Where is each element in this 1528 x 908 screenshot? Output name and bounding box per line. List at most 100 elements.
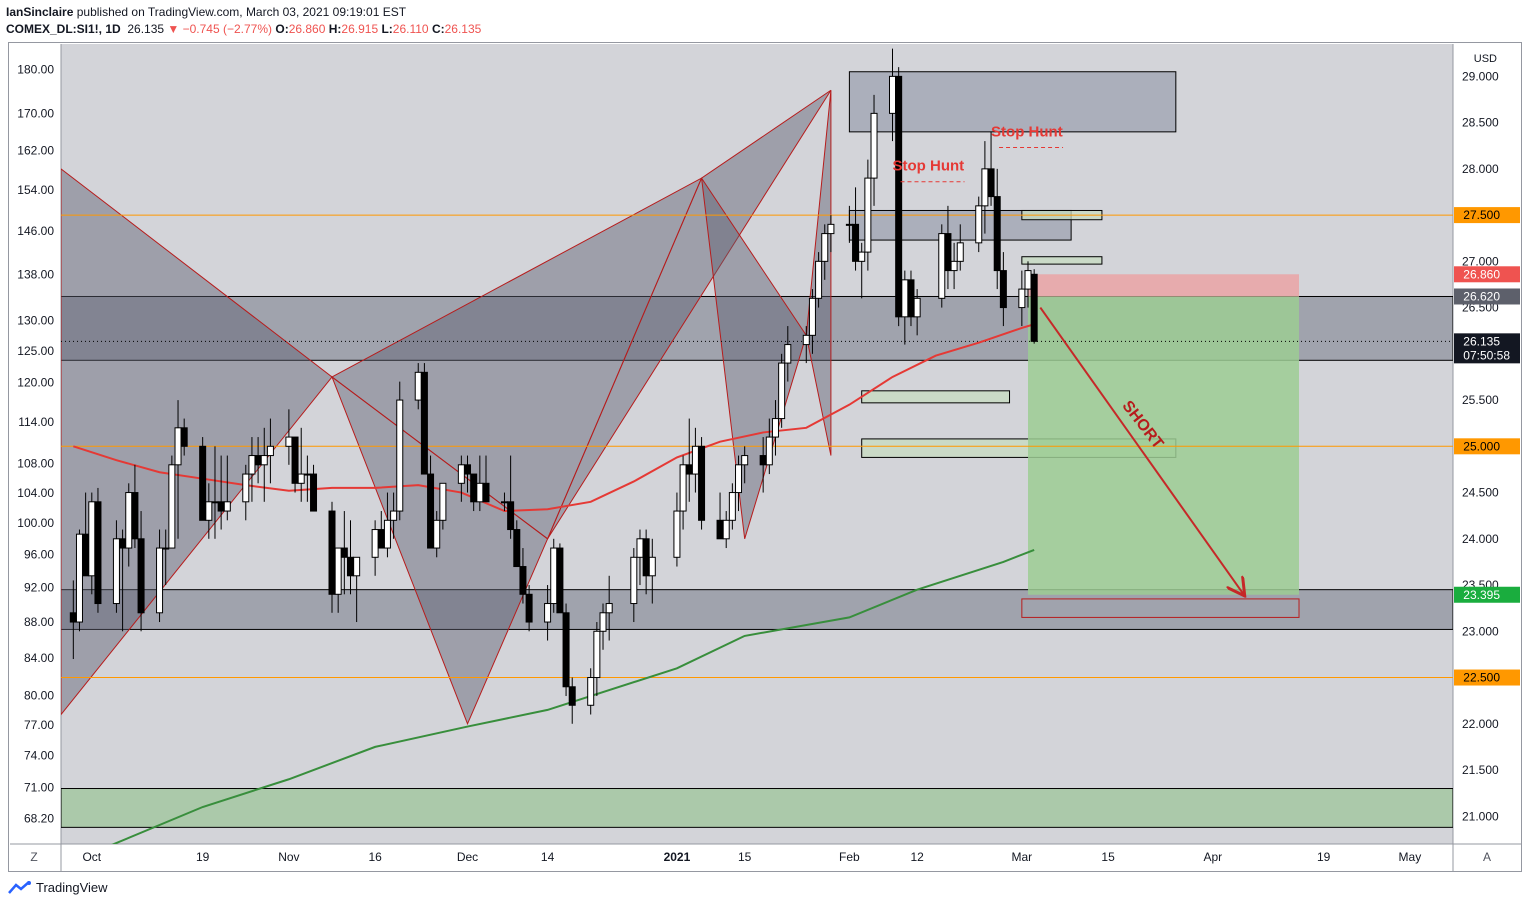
high-value: 26.915 [341,22,379,36]
time-tick-label: 15 [1101,850,1115,864]
candle-body [112,538,120,605]
left-tick-label: 84.00 [24,651,54,665]
left-tick-label: 180.00 [17,62,54,76]
candle-body [716,519,724,540]
candle-body [433,519,441,549]
left-tick-label: 104.00 [17,486,54,500]
time-axis: Oct 19 Nov 16 Dec 14 2021 15 Feb 12 Mar 15 Apr 19 May [82,850,1421,864]
footer: TradingView [8,880,108,895]
time-tick-label: 19 [1317,850,1331,864]
price-label-text: 23.395 [1463,588,1500,602]
candle-body [784,344,792,364]
candle-body [864,177,872,253]
candle-body [907,279,915,318]
left-tick-label: 77.00 [24,718,54,732]
publish-info: IanSinclaire published on TradingView.co… [6,5,406,19]
candle-body [396,399,404,512]
candle-body [162,547,170,550]
candle-body [944,233,952,272]
open-value: 26.860 [288,22,326,36]
candle-body [550,547,558,605]
candle-body [858,251,866,262]
candle-body [722,519,730,540]
candle-body [525,593,533,623]
candle-body [217,501,225,512]
time-tick-label: Mar [1012,850,1033,864]
price-label-box [1454,288,1520,305]
stop-hunt-label: Stop Hunt [893,158,965,175]
candle-body [137,538,145,614]
stop-hunt-label: Stop Hunt [991,123,1063,140]
candle-body [599,612,607,632]
candle-body [199,445,207,521]
candle-body [500,501,508,504]
candle-body [174,427,182,466]
candle-body [544,603,552,623]
candle-body [987,168,995,198]
short-position-tool[interactable] [1028,274,1300,595]
price-label-text: 22.500 [1463,671,1500,685]
time-tick-label: Oct [82,850,101,864]
left-axis-area [10,44,61,844]
left-tick-label: 138.00 [17,267,54,281]
candle-body [913,297,921,318]
candle-body [698,445,706,521]
left-tick-label: 71.00 [24,781,54,795]
candle-body [759,455,767,466]
candle-body [815,260,823,299]
candle-body [845,223,853,226]
open-label: O: [275,22,289,36]
candle-body [735,464,743,494]
right-tick-label: 29.000 [1462,69,1499,83]
candle-body [482,482,490,503]
candle-body [673,510,681,558]
candle-body [211,501,219,504]
author-name: IanSinclaire [6,5,74,19]
candle-body [648,556,656,577]
price-label-text: 25.000 [1463,439,1500,453]
candle-body [771,418,779,438]
time-tick-label: Nov [278,850,299,864]
left-tick-label: 154.00 [17,183,54,197]
close-label: C: [431,22,445,36]
candle-body [642,538,650,577]
right-tick-label: 21.000 [1462,809,1499,823]
candle-body [242,473,250,503]
zone-box [1021,598,1300,618]
candle-body [728,492,736,521]
right-tick-label: 25.500 [1462,393,1499,407]
right-tick-label: 22.000 [1462,717,1499,731]
right-tick-label: 21.500 [1462,763,1499,777]
time-tick-label: May [1399,850,1422,864]
close-value: 26.135 [444,22,482,36]
candle-body [679,464,687,512]
left-tick-label: 88.00 [24,615,54,629]
candle-body [303,473,311,476]
right-tick-label: 27.000 [1462,254,1499,268]
candle-body [383,519,391,549]
candle-body [889,75,897,114]
price-label-box [1454,586,1520,603]
candle-body [223,501,231,512]
left-tick-label: 74.00 [24,749,54,763]
candle-body [895,75,903,318]
candle-body [88,501,96,577]
candle-body [1030,273,1038,342]
candle-body [69,612,77,623]
price-label-box [1454,207,1520,224]
price-label-box [1454,266,1520,283]
candle-body [476,482,484,503]
candle-body [605,603,613,614]
tradingview-logo-icon [8,880,31,894]
candle-body [870,112,878,179]
candle-body [901,279,909,318]
candle-body [556,547,564,614]
zone-box [848,71,1177,133]
candle-body [371,529,379,558]
left-tick-label: 125.00 [17,344,54,358]
zoom-icon[interactable]: Z [30,850,37,864]
auto-scale-icon[interactable]: A [1483,850,1491,864]
low-label: L: [381,22,393,36]
time-tick-label: 2021 [664,850,691,864]
